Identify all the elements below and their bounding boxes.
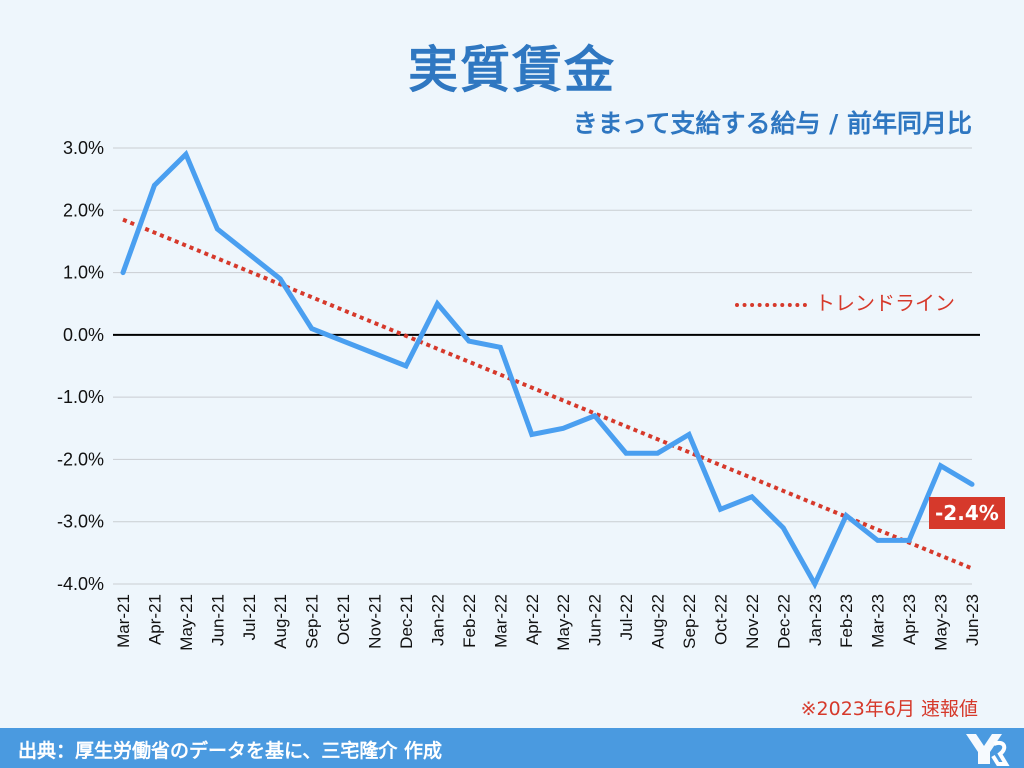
data-point [404,364,408,368]
data-point [655,451,660,456]
y-tick-label: 1.0% [63,263,104,283]
x-tick-label: Feb-23 [837,594,856,648]
data-point [844,513,849,518]
y-tick-label: -1.0% [57,387,104,407]
data-point [718,507,723,512]
footer-bar: 出典：厚生労働省のデータを基に、三宅隆介 作成 [0,728,1024,768]
trend-legend: トレンドライン [735,287,955,316]
x-tick-label: Mar-23 [869,594,888,648]
x-tick-label: Jul-22 [617,594,636,640]
logo-icon [966,734,1010,766]
x-tick-label: Sep-22 [680,594,699,649]
y-tick-label: -3.0% [57,512,104,532]
x-tick-label: Feb-22 [460,594,479,648]
x-tick-label: Nov-22 [743,594,762,649]
last-value-badge: -2.4% [929,497,1005,529]
data-point [435,301,440,306]
data-point [246,251,251,256]
data-point [687,432,691,437]
data-point [875,538,880,543]
data-point [372,351,377,356]
x-tick-label: May-22 [554,594,573,651]
x-tick-label: May-23 [932,594,951,651]
preliminary-note: ※2023年6月 速報値 [800,698,978,720]
trend-legend-label: トレンドライン [815,291,955,315]
x-tick-label: Apr-23 [900,594,919,645]
page-title: 実質賃金 [408,41,616,99]
y-tick-label: -4.0% [57,574,104,594]
x-tick-label: Jun-22 [586,594,605,646]
data-point [970,482,974,487]
data-point [781,525,786,530]
data-point [309,326,314,331]
x-tick-label: Oct-21 [334,594,353,645]
grid-lines [113,147,980,585]
data-point [812,582,817,586]
x-tick-label: Jun-23 [963,594,982,646]
x-tick-label: Jan-23 [806,594,825,646]
data-point [183,152,188,157]
data-point [624,451,629,456]
data-point [592,413,597,418]
y-tick-label: -2.0% [57,449,104,469]
data-point [529,432,534,437]
x-tick-label: May-21 [177,594,196,651]
data-point [498,345,503,350]
x-tick-label: Mar-22 [491,594,510,648]
data-point [341,339,346,344]
series-layer [120,149,975,590]
data-point [152,183,157,188]
source-credit: 出典：厚生労働省のデータを基に、三宅隆介 作成 [18,740,443,762]
x-tick-label: Dec-22 [774,594,793,649]
data-point [561,426,566,431]
x-tick-label: Mar-21 [114,594,133,648]
y-tick-label: 2.0% [63,200,104,220]
x-tick-label: Dec-21 [397,594,416,649]
page-subtitle: きまって支給する給与 / 前年同月比 [572,109,972,138]
x-tick-label: Jan-22 [428,594,447,646]
y-tick-label: 3.0% [63,138,104,158]
x-tick-label: Jun-21 [208,594,227,646]
x-tick-label: Oct-22 [711,594,730,645]
data-point [278,276,283,281]
trend-legend-swatch [735,302,807,307]
x-axis-ticks: Mar-21 Apr-21 May-21 Jun-21 Jul-21 Aug-21 Sep-… [114,594,982,651]
x-tick-label: Aug-22 [649,594,668,649]
x-tick-label: Aug-21 [271,594,290,649]
x-tick-label: Sep-21 [303,594,322,649]
x-tick-label: Jul-21 [240,594,259,640]
x-tick-label: Nov-21 [366,594,385,649]
data-point [907,538,912,543]
trend-line [122,217,973,571]
x-tick-label: Apr-21 [145,594,164,645]
data-point [215,226,220,231]
y-axis-ticks: 3.0% 2.0% 1.0% 0.0% -1.0% -2.0% -3.0% -4.0% [57,138,104,594]
line-chart: 3.0% 2.0% 1.0% 0.0% -1.0% -2.0% -3.0% -4.0% Mar… [57,138,982,651]
y-tick-label: 0.0% [63,325,104,345]
wage-series-line [120,149,975,590]
data-point [466,339,471,344]
x-tick-label: Apr-22 [523,594,542,645]
data-point [938,463,943,468]
data-point [121,270,125,275]
data-point [749,494,754,499]
